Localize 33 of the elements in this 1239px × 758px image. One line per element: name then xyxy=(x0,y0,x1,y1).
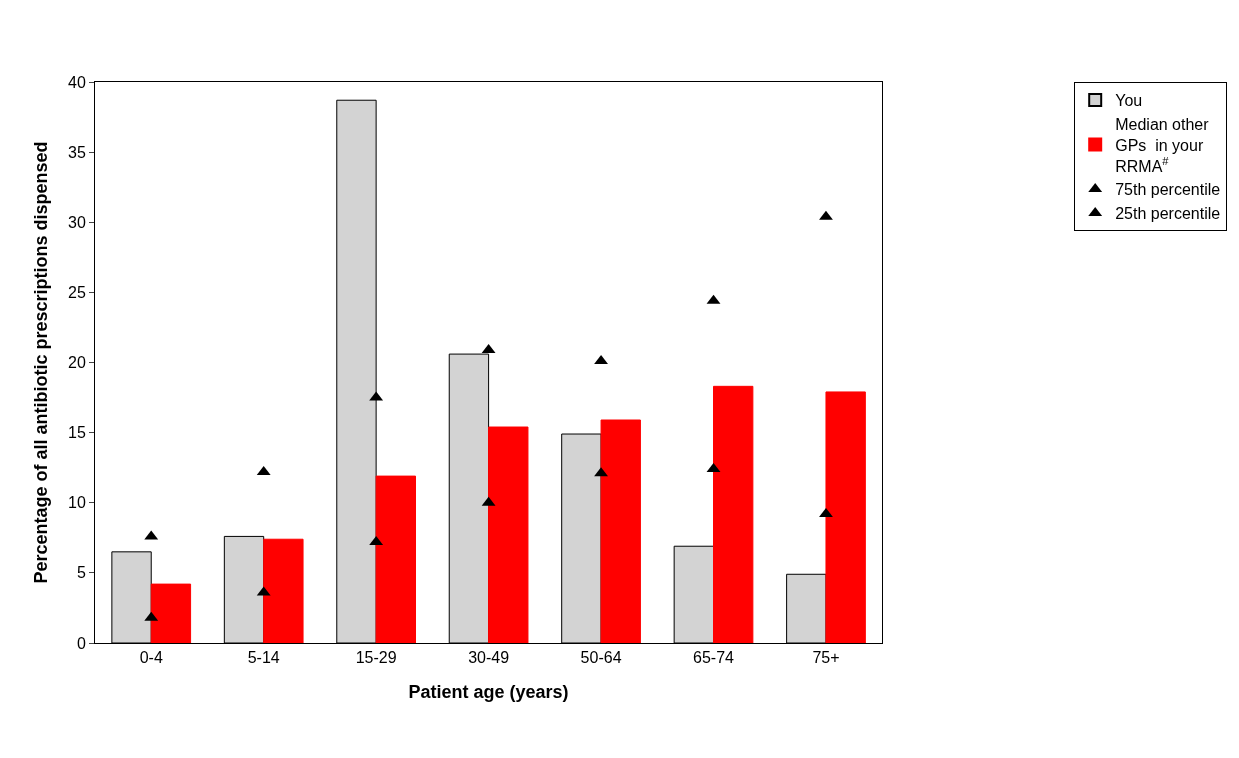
point xyxy=(819,507,833,517)
point xyxy=(819,210,833,220)
y-axis-title: Percentage of all antibiotic prescriptions dispensed xyxy=(31,141,52,584)
legend-label: Median other GPs in your RRMA$^{#}$ xyxy=(1115,115,1210,175)
x-tick-label: 75+ xyxy=(812,649,840,667)
bar xyxy=(375,475,416,643)
bar xyxy=(825,391,866,643)
bar xyxy=(488,426,529,643)
legend-label: 25th percentile xyxy=(1115,205,1221,223)
point xyxy=(594,355,608,365)
x-tick-label: 50-64 xyxy=(580,649,622,667)
y-tick-label: 20 xyxy=(68,354,86,372)
x-tick-label: 65-74 xyxy=(693,649,735,667)
y-tick-label: 15 xyxy=(68,424,86,442)
x-tick-label: 5-14 xyxy=(247,649,280,667)
bar xyxy=(263,538,304,643)
x-tick-label: 15-29 xyxy=(355,649,397,667)
y-tick-label: 5 xyxy=(76,564,86,582)
y-tick-label: 25 xyxy=(68,283,86,301)
x-axis-title: Patient age (years) xyxy=(408,682,569,703)
y-tick-label: 30 xyxy=(68,213,86,231)
y-tick-label: 0 xyxy=(76,634,86,652)
x-tick-label: 30-49 xyxy=(468,649,510,667)
bar xyxy=(600,419,641,643)
bar xyxy=(713,385,754,643)
y-tick-label: 40 xyxy=(68,73,86,91)
point xyxy=(594,467,608,477)
legend-label: 75th percentile xyxy=(1115,181,1221,199)
y-tick-label: 35 xyxy=(68,143,86,161)
legend-label: You xyxy=(1115,92,1143,110)
x-tick-label: 0-4 xyxy=(139,649,163,667)
y-tick-label: 10 xyxy=(68,494,86,512)
bar xyxy=(150,583,192,643)
